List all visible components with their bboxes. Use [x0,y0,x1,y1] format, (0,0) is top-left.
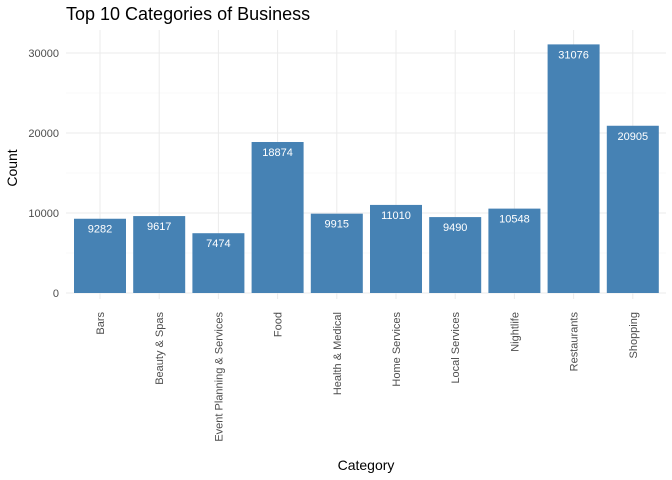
bar [547,44,600,293]
y-tick-label: 10000 [28,208,59,220]
data-labels: 9282 9617 7474 18874 9915 11010 9490 10548 31076… [88,49,648,250]
bar-value-label: 11010 [381,210,411,222]
x-axis-ticks: Bars Beauty & Spas Event Planning & Servic… [95,312,640,442]
bar [74,218,126,293]
y-axis-title: Count [4,149,20,186]
bar [310,213,363,293]
y-tick-label: 30000 [28,48,59,60]
bar [192,233,245,293]
bar [488,208,541,293]
x-axis-title: Category [338,457,395,473]
bar [370,204,422,293]
x-tick-label: Home Services [391,312,403,387]
y-tick-label: 20000 [28,128,59,140]
x-tick-label: Shopping [628,312,640,359]
bar [133,216,186,293]
bar-value-label: 18874 [262,147,293,159]
bar-value-label: 31076 [558,49,589,61]
bars [74,44,659,293]
bar-value-label: 9282 [88,224,112,236]
chart-title: Top 10 Categories of Business [66,4,310,24]
bar-value-label: 7474 [206,238,230,250]
bar-value-label: 9915 [325,219,349,231]
bar [606,125,659,293]
bar-value-label: 10548 [499,214,530,226]
x-tick-label: Food [273,312,285,337]
bar-value-label: 20905 [618,131,649,143]
x-tick-label: Event Planning & Services [213,312,225,442]
x-tick-label: Health & Medical [332,312,344,395]
y-axis-ticks: 0 10000 20000 30000 [28,48,59,300]
y-tick-label: 0 [53,288,59,300]
x-tick-label: Restaurants [569,312,581,372]
bar [251,142,304,293]
x-tick-label: Local Services [450,312,462,384]
x-tick-label: Bars [95,312,107,335]
bar-value-label: 9617 [147,221,171,233]
x-tick-label: Nightlife [509,312,521,352]
bar-value-label: 9490 [443,222,467,234]
x-tick-label: Beauty & Spas [154,312,166,385]
bar [429,217,482,293]
